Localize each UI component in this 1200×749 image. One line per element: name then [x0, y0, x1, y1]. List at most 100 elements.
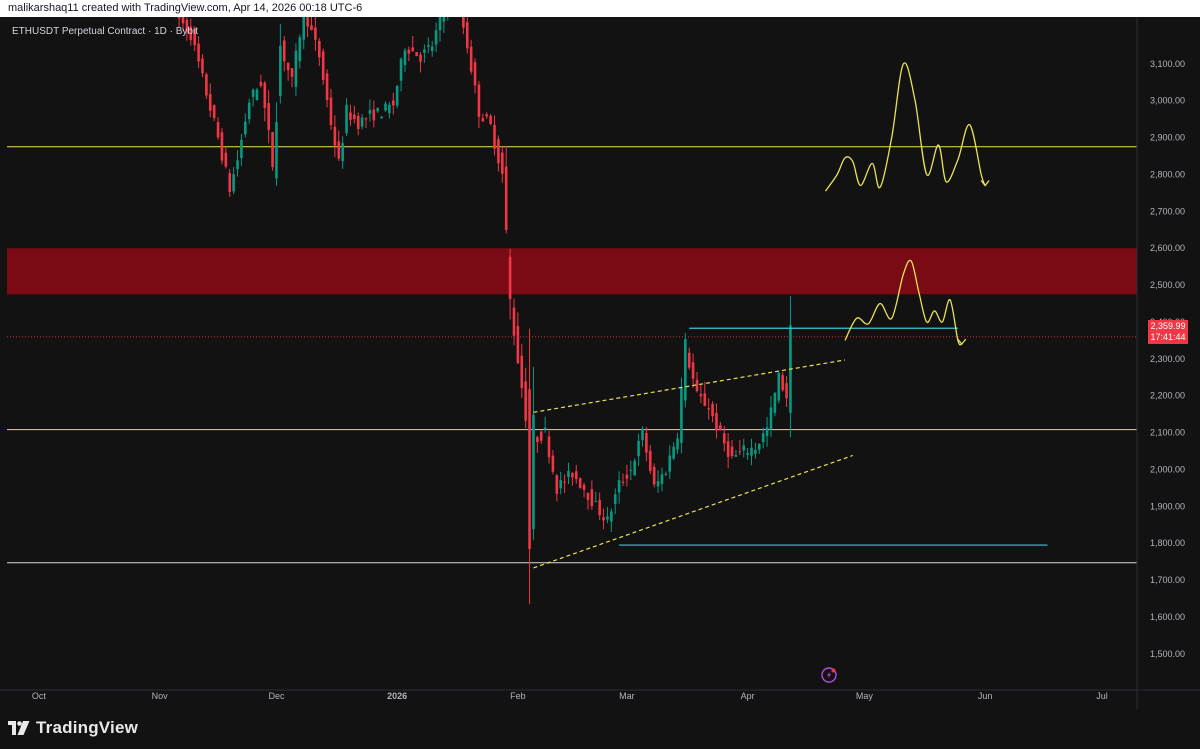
candle-body: [419, 54, 422, 62]
candle-body: [528, 389, 531, 550]
candle-body: [314, 27, 317, 40]
candle-up: [680, 377, 683, 454]
candle-down: [177, 17, 181, 28]
candle-down: [516, 312, 520, 364]
candle-down: [582, 482, 586, 498]
candle-down: [485, 112, 489, 119]
candle-body: [391, 100, 395, 106]
candle-body: [290, 68, 294, 77]
last-price-badge: 2,359.99 17:41:44: [1148, 320, 1188, 344]
price-tick-label: 3,000.00: [1150, 96, 1185, 106]
candle-up: [294, 43, 298, 96]
time-tick-label: Dec: [268, 691, 285, 701]
candle-down: [493, 115, 496, 156]
candle-down: [337, 130, 341, 161]
candle-body: [524, 381, 527, 421]
candle-body: [598, 499, 601, 516]
candle-down: [306, 17, 309, 38]
candle-body: [501, 152, 504, 174]
candle-down: [571, 472, 574, 486]
price-tick-label: 1,900.00: [1150, 501, 1185, 511]
candle-body: [699, 394, 703, 397]
candle-body: [189, 26, 193, 41]
candle-body: [641, 428, 644, 441]
candle-down: [648, 445, 652, 474]
candle-body: [434, 30, 438, 45]
candle-up: [765, 416, 769, 447]
candle-body: [707, 408, 710, 410]
candle-down: [711, 401, 714, 423]
candle-body: [719, 425, 722, 431]
candle-body: [676, 438, 679, 450]
candle-body: [746, 453, 749, 455]
price-tick-label: 2,000.00: [1150, 464, 1185, 474]
candle-body: [442, 17, 446, 22]
candle-down: [524, 367, 527, 429]
candle-body: [574, 471, 578, 479]
candle-down: [333, 115, 337, 158]
price-tick-label: 2,300.00: [1150, 354, 1185, 364]
candle-down: [574, 464, 578, 484]
candle-body: [469, 46, 473, 72]
price-tick-label: 2,500.00: [1150, 280, 1185, 290]
candle-body: [345, 104, 348, 134]
candle-body: [438, 17, 442, 31]
candle-up: [761, 427, 765, 449]
candle-body: [512, 307, 516, 336]
candle-up: [746, 447, 749, 460]
candle-body: [656, 481, 660, 487]
candle-body: [539, 431, 543, 441]
candle-body: [703, 393, 707, 406]
candle-down: [563, 474, 566, 494]
candle-down: [185, 17, 189, 41]
candle-body: [220, 132, 224, 161]
chart-frame[interactable]: 3,100.00 3,000.00 2,900.00 2,800.00 2,700.00…: [0, 17, 1200, 709]
candle-down: [621, 473, 625, 486]
candle-body: [388, 104, 391, 114]
candle-body: [777, 372, 781, 401]
time-axis[interactable]: Oct Nov Dec 2026 Feb Mar Apr May Jun Jul: [32, 691, 1108, 701]
price-chart[interactable]: 3,100.00 3,000.00 2,900.00 2,800.00 2,700.00…: [0, 17, 1200, 709]
candle-up: [532, 366, 535, 540]
candle-body: [504, 166, 508, 230]
candle-body: [349, 112, 352, 120]
candle-down: [785, 375, 788, 407]
drawing-layer: [533, 62, 1048, 569]
candle-body: [695, 379, 699, 391]
candle-down: [391, 92, 395, 115]
candle-up: [447, 17, 449, 21]
candle-body: [247, 102, 251, 120]
candle-up: [395, 85, 399, 109]
candle-body: [423, 49, 426, 53]
candle-body: [590, 489, 594, 507]
symbol-title: ETHUSDT Perpetual Contract · 1D · Bybit: [12, 26, 198, 37]
candle-up: [438, 17, 442, 42]
time-tick-label: Mar: [619, 691, 635, 701]
candle-up: [247, 98, 251, 124]
candle-layer: [174, 17, 792, 605]
candle-down: [520, 343, 524, 398]
footer-bar: TradingView: [0, 709, 1200, 749]
candle-down: [504, 145, 508, 234]
candle-down: [687, 347, 691, 370]
lightning-icon[interactable]: [821, 667, 837, 683]
candle-down: [730, 439, 734, 459]
candle-up: [769, 396, 773, 437]
candle-down: [317, 38, 321, 66]
candle-up: [606, 507, 609, 524]
candle-down: [497, 135, 500, 172]
candle-body: [633, 460, 636, 476]
candle-body: [477, 84, 481, 117]
projection-path-lower: [844, 259, 963, 346]
candle-up: [341, 136, 344, 169]
candle-down: [707, 398, 710, 420]
candle-body: [625, 474, 629, 479]
candle-body: [380, 116, 383, 119]
candle-body: [430, 46, 434, 52]
tradingview-logo[interactable]: TradingView: [8, 718, 138, 738]
candle-down: [719, 421, 722, 431]
candle-down: [419, 52, 422, 73]
candle-up: [637, 433, 640, 467]
candle-down: [738, 439, 742, 456]
candle-up: [251, 88, 255, 107]
